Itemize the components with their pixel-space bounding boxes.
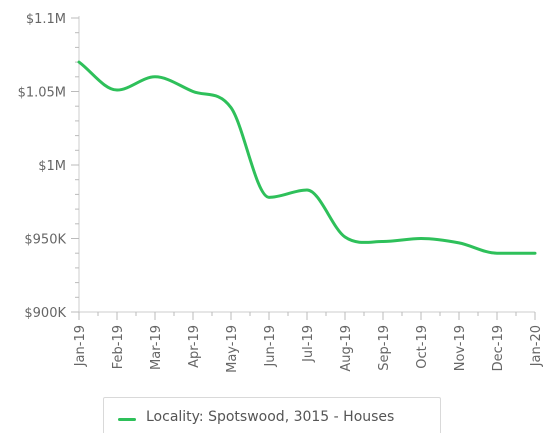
legend-series-swatch [118,418,136,421]
x-tick-label: Dec-19 [491,325,506,371]
x-tick-label: May-19 [225,325,240,373]
x-tick-label: Nov-19 [453,325,468,371]
x-tick-label: Apr-19 [187,325,202,368]
x-tick-label: Jul-19 [301,325,316,363]
y-tick-label: $1.05M [18,86,66,101]
legend-series-label[interactable]: Locality: Spotswood, 3015 - Houses [146,409,395,425]
x-tick-label: Feb-19 [111,325,126,369]
y-axis-labels: $900K $950K $1M $1.05M $1.1M [18,12,67,321]
x-tick-label: Jan-20 [529,325,544,367]
price-chart: $900K $950K $1M $1.05M $1.1M Jan-19 Feb-19 Mar… [18,12,544,373]
y-tick-label: $1M [38,159,66,174]
x-tick-label: Aug-19 [339,325,354,372]
x-tick-label: Mar-19 [149,325,164,370]
y-tick-label: $1.1M [26,12,66,27]
x-tick-label: Jun-19 [263,325,278,368]
y-tick-label: $900K [24,306,66,321]
legend[interactable]: Locality: Spotswood, 3015 - Houses [103,397,441,433]
x-tick-label: Jan-19 [73,325,88,367]
series-line [77,60,537,255]
x-tick-label: Oct-19 [415,325,430,369]
y-tick-label: $950K [24,233,66,248]
chart-axes [71,16,536,320]
series-layer [77,60,537,255]
x-axis-labels: Jan-19 Feb-19 Mar-19 Apr-19 May-19 Jun-19 Jul-… [73,325,544,373]
x-tick-label: Sep-19 [377,325,392,371]
